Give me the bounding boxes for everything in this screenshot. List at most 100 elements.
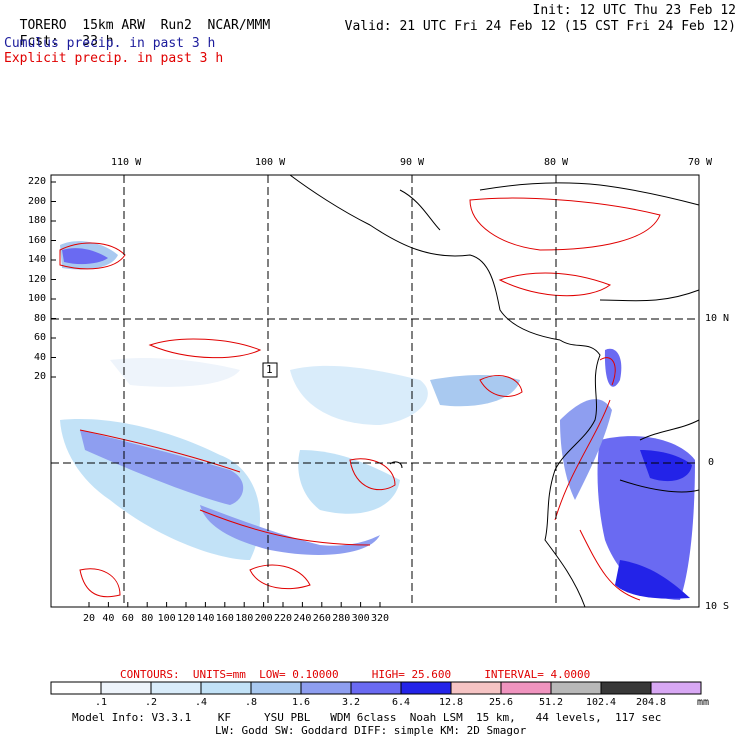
yucatan-coast <box>399 189 441 231</box>
cumulus-region <box>298 450 400 514</box>
colorbar-unit: mm <box>697 697 710 708</box>
x-tick-label: 140 <box>196 613 215 624</box>
colorbar-label: 25.6 <box>488 697 514 708</box>
explicit-contours <box>59 197 661 601</box>
contour-low: LOW= 0.10000 <box>259 668 339 681</box>
caribbean-islands <box>479 182 700 206</box>
cumulus-region <box>62 248 108 265</box>
colorbar-swatch <box>150 681 202 695</box>
y-tick-label: 80 <box>33 312 46 324</box>
country-border <box>639 419 700 441</box>
colorbar-swatch <box>300 681 352 695</box>
lon-label-100w: 100 W <box>255 157 286 168</box>
explicit-legend: Explicit precip. in past 3 h <box>4 51 224 66</box>
x-tick-label: 300 <box>351 613 370 624</box>
x-tick-label: 280 <box>332 613 351 624</box>
precip-fields <box>60 241 695 600</box>
colorbar-swatch <box>400 681 452 695</box>
colorbar-swatch <box>550 681 602 695</box>
contour-label: CONTOURS: <box>120 668 180 681</box>
x-tick-label: 40 <box>102 613 115 624</box>
x-tick-label: 240 <box>293 613 312 624</box>
model-name: TORERO <box>19 18 67 33</box>
colorbar-label: 51.2 <box>538 697 564 708</box>
x-tick-label: 320 <box>371 613 390 624</box>
colorbar-swatch <box>50 681 102 695</box>
lon-label-70w: 70 W <box>688 157 713 168</box>
y-tick-label: 220 <box>27 176 46 187</box>
contour-units: UNITS=mm <box>192 668 246 681</box>
cumulus-region <box>110 358 240 387</box>
colorbar-label: 204.8 <box>635 697 667 708</box>
fcst-label: Fcst: <box>19 34 59 49</box>
coastlines <box>289 174 700 608</box>
model-run: Run2 <box>160 18 192 33</box>
country-border <box>619 479 700 493</box>
cumulus-region <box>430 375 520 407</box>
colorbar-label: 12.8 <box>438 697 464 708</box>
y-tick-label: 160 <box>27 234 46 246</box>
lat-label-0: 0 <box>708 457 715 468</box>
latlon-grid <box>51 175 699 607</box>
model-resolution: 15km ARW <box>82 18 145 33</box>
explicit-contour <box>554 399 611 521</box>
colorbar-label: .4 <box>194 697 208 708</box>
colorbar-label: .2 <box>144 697 158 708</box>
y-tick-marks <box>51 181 56 378</box>
cumulus-region <box>290 365 428 425</box>
explicit-contour <box>79 429 241 473</box>
x-tick-marks <box>88 602 381 607</box>
x-tick-label: 260 <box>312 613 331 624</box>
contour-info: CONTOURS: UNITS=mm LOW= 0.10000 HIGH= 25… <box>120 668 590 681</box>
explicit-contour <box>479 375 523 397</box>
y-tick-label: 100 <box>27 293 46 304</box>
x-tick-label: 20 <box>83 613 96 624</box>
fcst-value: 33 h <box>82 34 114 49</box>
physics-info: LW: Godd SW: Goddard DIFF: simple KM: 2D… <box>215 724 527 737</box>
contour-interval: INTERVAL= 4.0000 <box>484 668 591 681</box>
colorbar-swatch <box>350 681 402 695</box>
x-tick-label: 120 <box>177 613 196 624</box>
south-america-north-coast <box>599 289 700 302</box>
y-tick-label: 40 <box>33 351 46 363</box>
forecast-hour: Fcst: 33 h <box>4 19 114 49</box>
valid-time: Valid: 21 UTC Fri 24 Feb 12 (15 CST Fri … <box>344 19 736 34</box>
colorbar-label: 3.2 <box>341 697 361 708</box>
x-tick-label: 180 <box>235 613 254 624</box>
colorbar-swatch <box>450 681 502 695</box>
x-tick-label: 80 <box>141 613 154 624</box>
colorbar <box>50 681 702 695</box>
station-marker-label: 1 <box>266 363 273 376</box>
explicit-contour <box>148 338 262 359</box>
y-tick-label: 120 <box>27 273 46 285</box>
init-time: Init: 12 UTC Thu 23 Feb 12 <box>532 3 737 18</box>
cumulus-region <box>615 560 690 599</box>
explicit-contour <box>498 272 612 297</box>
explicit-contour <box>579 529 641 601</box>
y-tick-label: 60 <box>33 332 46 343</box>
colorbar-swatch <box>100 681 152 695</box>
cumulus-legend: Cumulus precip. in past 3 h <box>4 36 216 51</box>
explicit-contour <box>79 568 121 598</box>
explicit-contour <box>249 564 311 590</box>
lon-label-110w: 110 W <box>111 157 142 168</box>
y-tick-label: 180 <box>27 215 46 226</box>
explicit-contour <box>469 197 661 251</box>
x-tick-label: 220 <box>274 613 293 624</box>
lat-label-10s: 10 S <box>705 601 730 612</box>
explicit-contour <box>199 509 371 546</box>
south-america-west-coast <box>544 339 601 608</box>
colorbar-label: 102.4 <box>585 697 617 708</box>
colorbar-swatch <box>200 681 252 695</box>
colorbar-swatch <box>250 681 302 695</box>
y-tick-label: 140 <box>27 254 46 265</box>
cumulus-region <box>80 430 244 505</box>
colorbar-label: 1.6 <box>291 697 311 708</box>
y-tick-label: 200 <box>27 195 46 207</box>
mexico-central-america-coast <box>289 174 561 341</box>
explicit-contour <box>599 357 616 386</box>
model-org: NCAR/MMM <box>207 18 271 33</box>
colorbar-label: 6.4 <box>391 697 411 708</box>
colorbar-swatch <box>600 681 652 695</box>
